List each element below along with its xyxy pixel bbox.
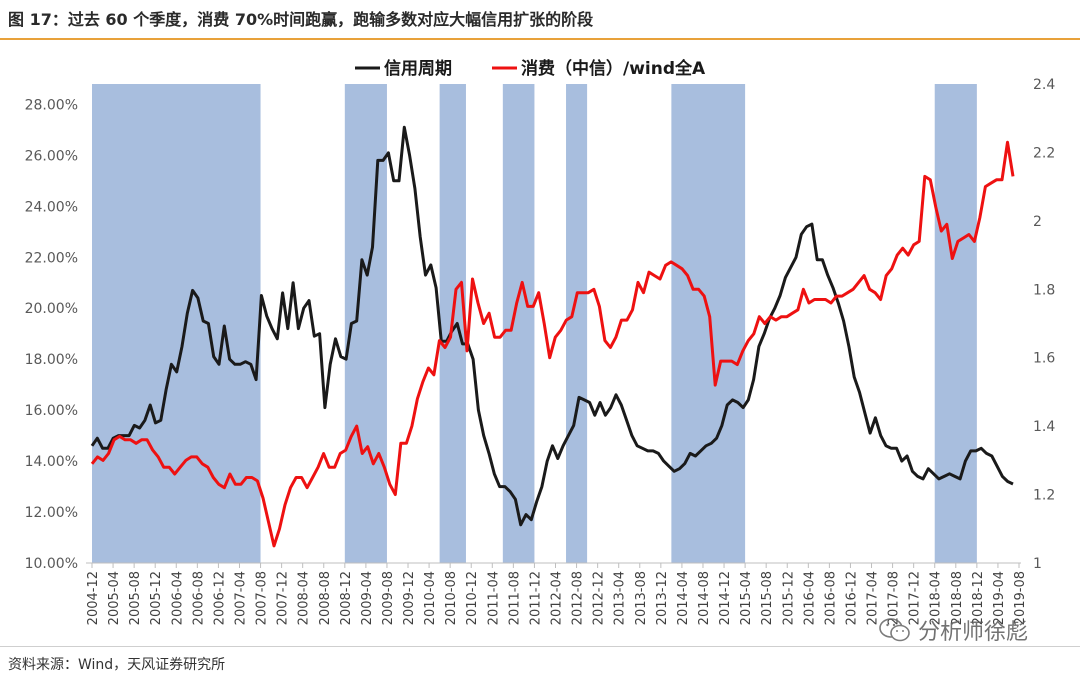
series-line-1	[90, 140, 1015, 548]
y-left-tick-label: 26.00%	[25, 148, 78, 164]
legend: 信用周期 消费（中信）/wind全A	[355, 58, 706, 79]
watermark: 分析师徐彪	[878, 614, 1028, 646]
x-tick-label: 2016-08	[823, 571, 838, 625]
shaded-periods	[92, 84, 977, 563]
shaded-period-5	[671, 84, 746, 563]
x-tick-label: 2009-08	[381, 571, 396, 625]
x-tick-label: 2007-04	[233, 571, 248, 625]
x-tick-label: 2014-08	[697, 571, 712, 625]
x-tick-label: 2014-12	[718, 571, 733, 625]
y-left-tick-label: 16.00%	[25, 403, 78, 419]
x-tick-label: 2008-04	[297, 571, 312, 625]
x-tick-label: 2018-12	[971, 571, 986, 625]
shaded-period-4	[566, 84, 588, 563]
x-tick-label: 2008-12	[339, 571, 354, 625]
x-tick-label: 2006-12	[212, 571, 227, 625]
x-tick-label: 2011-08	[507, 571, 522, 625]
legend-label-consumer: 消费（中信）/wind全A	[521, 58, 706, 79]
x-tick-label: 2018-04	[929, 571, 944, 625]
x-tick-label: 2015-08	[760, 571, 775, 625]
y-right-tick-label: 1.2	[1033, 488, 1055, 504]
x-tick-label: 2010-04	[423, 571, 438, 625]
x-tick-label: 2011-04	[486, 571, 501, 625]
x-tick-label: 2017-04	[866, 571, 881, 625]
footer-rule	[0, 646, 1080, 647]
y-left-tick-label: 12.00%	[25, 505, 78, 521]
x-tick-label: 2016-12	[844, 571, 859, 625]
x-tick-label: 2019-08	[1013, 571, 1028, 625]
shaded-period-6	[934, 84, 977, 563]
source-note: 资料来源：Wind，天风证券研究所	[8, 657, 226, 673]
x-tick-label: 2006-08	[191, 571, 206, 625]
legend-label-credit: 信用周期	[384, 58, 452, 79]
x-tick-label: 2016-04	[802, 571, 817, 625]
x-tick-label: 2007-08	[255, 571, 270, 625]
x-tick-label: 2015-12	[781, 571, 796, 625]
x-tick-label: 2009-04	[360, 571, 375, 625]
series-lines	[90, 125, 1015, 548]
title-rule	[0, 38, 1080, 40]
x-tick-label: 2005-04	[107, 571, 122, 625]
x-tick-label: 2007-12	[276, 571, 291, 625]
x-tick-label: 2018-08	[950, 571, 965, 625]
y-left-tick-label: 14.00%	[25, 454, 78, 470]
x-tick-label: 2019-04	[992, 571, 1007, 625]
figure-title: 图 17：过去 60 个季度，消费 70%时间跑赢，跑输多数对应大幅信用扩张的阶…	[8, 10, 594, 29]
x-tick-label: 2017-08	[887, 571, 902, 625]
x-tick-label: 2013-04	[613, 571, 628, 625]
y-right-tick-label: 1.4	[1033, 419, 1055, 435]
y-right-tick-label: 2	[1033, 214, 1042, 230]
watermark-text: 分析师徐彪	[918, 620, 1029, 645]
y-left-tick-label: 10.00%	[25, 556, 78, 572]
shaded-period-0	[92, 84, 261, 563]
x-tick-label: 2005-12	[149, 571, 164, 625]
x-tick-label: 2009-12	[402, 571, 417, 625]
x-tick-label: 2004-12	[86, 571, 101, 625]
y-right-tick-label: 1.8	[1033, 282, 1055, 298]
x-tick-label: 2006-04	[170, 571, 185, 625]
y-left-tick-label: 28.00%	[25, 97, 78, 113]
x-tick-label: 2017-12	[908, 571, 923, 625]
x-tick-label: 2012-04	[550, 571, 565, 625]
y-left-tick-label: 24.00%	[25, 199, 78, 215]
x-tick-label: 2013-08	[634, 571, 649, 625]
y-left-tick-label: 20.00%	[25, 301, 78, 317]
y-right-tick-label: 1	[1033, 556, 1042, 572]
y-left-tick-label: 18.00%	[25, 352, 78, 368]
y-right-tick-label: 2.2	[1033, 145, 1055, 161]
x-tick-label: 2014-04	[676, 571, 691, 625]
x-tick-label: 2010-12	[465, 571, 480, 625]
x-tick-label: 2005-08	[128, 571, 143, 625]
y-right-tick-label: 1.6	[1033, 351, 1055, 367]
shaded-period-3	[502, 84, 535, 563]
x-tick-label: 2015-04	[739, 571, 754, 625]
y-left-tick-label: 22.00%	[25, 250, 78, 266]
x-tick-label: 2013-12	[655, 571, 670, 625]
x-tick-label: 2008-08	[318, 571, 333, 625]
y-right-tick-label: 2.4	[1033, 77, 1055, 93]
credit-consumer-chart: 10.00% 12.00% 14.00% 16.00% 18.00% 20.00% 22.0…	[25, 58, 1056, 625]
x-tick-label: 2012-12	[592, 571, 607, 625]
x-tick-label: 2012-08	[571, 571, 586, 625]
axes: 10.00% 12.00% 14.00% 16.00% 18.00% 20.00% 22.0…	[25, 77, 1056, 625]
wechat-icon	[879, 618, 910, 642]
x-tick-label: 2011-12	[528, 571, 543, 625]
series-line-0	[90, 125, 1014, 527]
x-tick-label: 2010-08	[444, 571, 459, 625]
